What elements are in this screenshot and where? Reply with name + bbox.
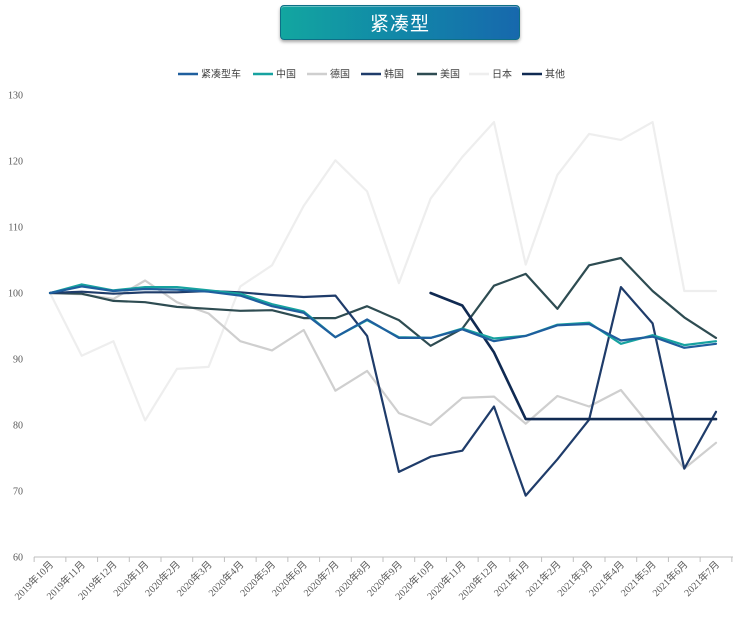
series-line-3 — [48, 286, 718, 497]
legend-label: 韩国 — [384, 68, 404, 81]
series-line-4 — [48, 256, 718, 347]
y-tick-label: 110 — [8, 223, 23, 234]
series-lines — [48, 121, 718, 497]
legend-label: 紧凑型车 — [201, 68, 241, 81]
y-tick-label: 100 — [8, 289, 23, 300]
series-line-1 — [48, 283, 718, 347]
series-line-6 — [429, 291, 718, 421]
y-tick-label: 120 — [8, 157, 23, 168]
legend-label: 日本 — [492, 68, 512, 81]
legend-label: 德国 — [330, 68, 350, 81]
series-line-5 — [48, 121, 718, 422]
y-tick-label: 70 — [13, 487, 23, 498]
legend-label: 其他 — [545, 68, 565, 81]
y-tick-label: 60 — [13, 553, 23, 564]
legend-label: 中国 — [276, 68, 296, 81]
y-tick-label: 80 — [13, 421, 23, 432]
y-tick-label: 90 — [13, 355, 23, 366]
y-axis: 60 70 80 90 100 110 120 130 — [8, 91, 23, 564]
legend-label: 美国 — [440, 68, 460, 81]
y-tick-label: 130 — [8, 91, 23, 102]
legend: 紧凑型车 中国 德国 韩国 美国 日本 其他 — [178, 68, 565, 81]
x-axis: 2019年10月2019年11月2019年12月2020年1月2020年2月20… — [12, 556, 733, 602]
series-line-0 — [48, 285, 718, 349]
chart-title: 紧凑型 — [280, 5, 520, 40]
